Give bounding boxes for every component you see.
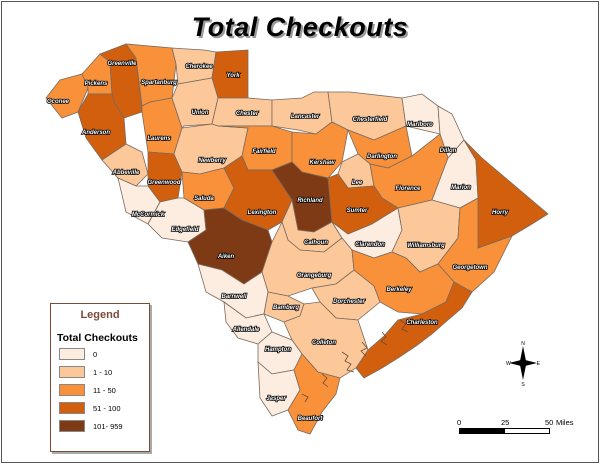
county-label-lee: Lee (352, 180, 363, 186)
county-label-greenwood: Greenwood (147, 180, 180, 186)
county-label-calhoun: Calhoun (304, 240, 328, 246)
scale-unit: Miles (556, 418, 574, 427)
legend-row-1: 1 - 10 (59, 366, 112, 378)
legend-label-1: 1 - 10 (93, 367, 113, 377)
compass-s: S (521, 382, 525, 386)
county-label-beaufort: Beaufort (298, 416, 324, 422)
county-label-pickens: Pickens (85, 81, 108, 87)
county-label-edgefield: Edgefield (171, 227, 198, 233)
county-labels: Oconee Pickens Greenville Spartanburg Cherok… (46, 60, 509, 423)
scale-tick-25: 25 (501, 418, 510, 427)
county-label-richland: Richland (297, 198, 323, 204)
scale-tick-0: 0 (457, 418, 462, 427)
legend-swatch-0 (59, 348, 85, 360)
county-label-allendale: Allendale (232, 327, 260, 333)
county-label-lancaster: Lancaster (291, 114, 320, 120)
county-label-marlboro: Marlboro (407, 122, 433, 128)
county-label-abbeville: Abbeville (112, 170, 140, 176)
legend-subtitle: Total Checkouts (57, 332, 138, 344)
legend-swatch-1 (59, 366, 85, 378)
legend-box: Legend Total Checkouts 0 1 - 10 11 - 50 … (50, 303, 150, 452)
north-arrow-icon: N S W E (506, 341, 541, 386)
legend-label-0: 0 (93, 349, 98, 359)
county-charleston (355, 281, 473, 379)
county-label-sumter: Sumter (347, 208, 368, 214)
county-label-chester: Chester (236, 111, 259, 117)
compass-e: E (537, 361, 541, 367)
county-label-greenville: Greenville (107, 61, 137, 67)
legend-swatch-4 (59, 420, 85, 432)
county-label-horry: Horry (492, 210, 509, 216)
county-label-charleston: Charleston (406, 320, 438, 326)
county-anderson (77, 93, 127, 161)
legend-label-2: 11 - 50 (93, 385, 116, 395)
county-beaufort (287, 353, 341, 435)
coastline-detail (301, 319, 409, 403)
county-label-williamsburg: Williamsburg (407, 243, 445, 249)
scale-segment-2 (504, 428, 550, 434)
county-label-cherokee: Cherokee (185, 64, 213, 70)
county-marlboro (401, 93, 441, 135)
legend-swatch-3 (59, 402, 85, 414)
county-label-florence: Florence (395, 186, 421, 192)
county-label-dorchester: Dorchester (333, 299, 365, 305)
legend-row-2: 11 - 50 (59, 384, 116, 396)
legend-label-4: 101- 959 (93, 421, 123, 431)
scale-segment-1 (459, 428, 505, 434)
county-label-clarendon: Clarendon (355, 242, 385, 248)
county-label-chesterfield: Chesterfield (353, 117, 388, 123)
county-label-newberry: Newberry (198, 158, 226, 164)
county-label-darlington: Darlington (367, 154, 397, 160)
county-lancaster (271, 91, 333, 135)
legend-row-3: 51 - 100 (59, 402, 121, 414)
county-label-union: Union (192, 110, 209, 116)
county-label-georgetown: Georgetown (452, 265, 487, 271)
county-label-lexington: Lexington (248, 210, 277, 216)
county-label-bamberg: Bamberg (273, 305, 299, 311)
county-label-saluda: Saluda (194, 196, 214, 202)
legend-row-4: 101- 959 (59, 420, 123, 432)
county-label-mccormick: McCormick (132, 212, 165, 218)
county-label-dillon: Dillon (440, 148, 457, 154)
county-label-orangeburg: Orangeburg (297, 273, 332, 279)
county-label-fairfield: Fairfield (252, 149, 276, 155)
county-label-barnwell: Barnwell (221, 294, 246, 300)
counties-layer (45, 43, 549, 435)
county-georgetown (437, 197, 513, 293)
map-title: Total Checkouts (191, 12, 409, 42)
county-label-spartanburg: Spartanburg (141, 80, 177, 86)
scale-tick-50: 50 (545, 418, 554, 427)
county-label-york: York (226, 73, 240, 79)
county-orangeburg (261, 220, 355, 297)
county-label-berkeley: Berkeley (386, 287, 412, 293)
county-label-marion: Marion (451, 185, 471, 191)
compass-w: W (506, 361, 511, 367)
county-label-hampton: Hampton (265, 347, 291, 353)
legend-row-0: 0 (59, 348, 97, 360)
county-label-anderson: Anderson (81, 130, 110, 136)
legend-label-3: 51 - 100 (93, 403, 121, 413)
county-label-oconee: Oconee (47, 99, 70, 105)
county-label-jasper: Jasper (266, 396, 286, 402)
county-label-aiken: Aiken (217, 254, 235, 260)
county-label-laurens: Laurens (147, 136, 171, 142)
county-label-kershaw: Kershaw (309, 160, 334, 166)
county-label-colleton: Colleton (312, 340, 336, 346)
compass-n: N (521, 341, 525, 347)
legend-title: Legend (80, 309, 120, 321)
legend-swatch-2 (59, 384, 85, 396)
